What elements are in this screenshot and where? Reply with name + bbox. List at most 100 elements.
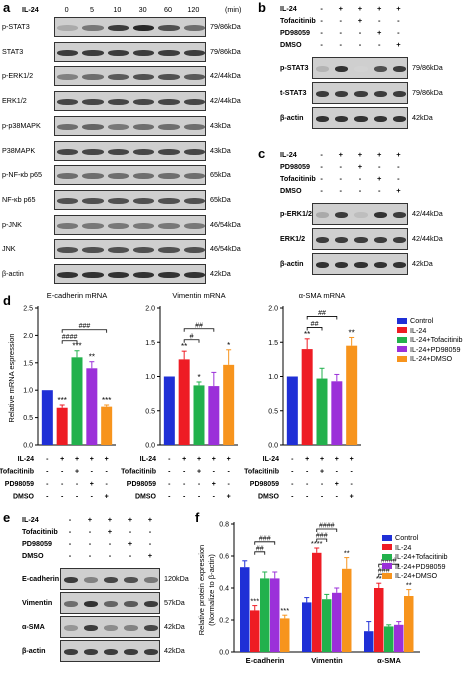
bracket-label: ### xyxy=(378,568,390,575)
panel-a-treatment: IL-24 xyxy=(22,5,39,14)
e-treatment-label: IL-24 xyxy=(22,515,39,524)
bracket-label: # xyxy=(190,333,194,340)
b-sign: - xyxy=(339,40,343,49)
blot-band xyxy=(82,173,104,180)
treatment-sign: + xyxy=(60,456,64,463)
legend-label: IL-24+PD98059 xyxy=(395,561,446,571)
treatment-sign: + xyxy=(197,469,201,476)
blot-label: p-NF-κb p65 xyxy=(2,170,42,180)
e-treatment-label: PD98059 xyxy=(22,539,52,548)
treatment-sign: - xyxy=(336,469,339,476)
e-sign: - xyxy=(88,539,92,548)
c-blot-image xyxy=(312,203,408,225)
legend-entry: IL-24+Tofacitinib xyxy=(397,331,463,349)
e-blot-band xyxy=(104,601,118,607)
e-blot-image xyxy=(60,640,160,662)
y-tick-label: 0.4 xyxy=(219,586,229,593)
blot-band xyxy=(183,197,205,204)
b-mw-label: 42kDa xyxy=(412,113,433,122)
legend-swatch xyxy=(382,534,392,541)
significance-bracket xyxy=(316,528,338,532)
treatment-sign: + xyxy=(212,456,216,463)
molecular-weight-label: 79/86kDa xyxy=(210,22,241,31)
blot-label: p-STAT3 xyxy=(2,22,30,31)
y-tick-label: 0.0 xyxy=(268,443,278,450)
c-sign: - xyxy=(358,186,362,195)
legend-swatch xyxy=(382,572,392,579)
time-point-label: 5 xyxy=(90,5,94,14)
c-sign: - xyxy=(320,186,323,195)
treatment-sign: - xyxy=(291,481,294,488)
panel-label-c: c xyxy=(258,146,266,161)
treatment-sign: - xyxy=(61,469,64,476)
b-sign: - xyxy=(397,28,400,37)
legend-swatch xyxy=(397,327,407,334)
molecular-weight-label: 46/54kDa xyxy=(210,219,241,229)
blot-band xyxy=(57,197,79,204)
blot-band xyxy=(158,272,180,278)
b-blot-band xyxy=(335,91,349,97)
b-blot-band xyxy=(354,91,368,97)
c-sign: - xyxy=(339,174,343,183)
time-point-label: 30 xyxy=(138,5,147,14)
treatment-sign: - xyxy=(198,481,201,488)
b-blot-band xyxy=(373,66,387,72)
e-blot-image xyxy=(60,616,160,638)
blot-image xyxy=(54,66,206,87)
e-sign: + xyxy=(147,551,153,560)
bracket-label: ## xyxy=(256,545,264,552)
legend-swatch xyxy=(382,563,392,570)
bracket-label: ## xyxy=(195,322,203,329)
e-blot-band xyxy=(84,601,98,607)
b-sign: - xyxy=(377,16,381,25)
blot-band xyxy=(82,49,104,56)
treatment-sign: - xyxy=(227,481,230,488)
panel-d-chart: E-cadherin mRNA0.00.51.01.52.02.5*******… xyxy=(0,291,361,501)
b-blot-band xyxy=(373,91,387,97)
treatment-sign: - xyxy=(291,469,294,476)
c-blot-band xyxy=(392,237,406,243)
b-blot-band xyxy=(335,66,349,72)
y-tick-label: 2.0 xyxy=(23,333,33,340)
b-sign: - xyxy=(320,4,323,13)
significance-stars: *** xyxy=(72,342,81,351)
e-sign: - xyxy=(128,527,132,536)
e-sign: - xyxy=(68,539,72,548)
b-blot-image xyxy=(312,107,408,129)
blot-band xyxy=(107,74,129,81)
blot-band xyxy=(57,247,79,254)
b-sign: - xyxy=(358,40,362,49)
c-sign: - xyxy=(377,162,381,171)
e-blot-band xyxy=(84,649,98,655)
treatment-sign: + xyxy=(227,494,231,501)
c-blot-band xyxy=(373,212,387,218)
blot-band xyxy=(82,222,104,229)
significance-stars: **** xyxy=(311,539,323,548)
blot-band xyxy=(183,247,205,254)
e-sign: - xyxy=(148,539,152,548)
c-mw-label: 42/44kDa xyxy=(412,234,443,243)
blot-label: NF-κb p65 xyxy=(2,194,36,204)
blot-band xyxy=(183,173,205,180)
legend-label: IL-24+DMSO xyxy=(395,571,438,581)
b-blot-label: β-actin xyxy=(280,113,304,122)
significance-bracket xyxy=(254,541,276,545)
c-sign: + xyxy=(376,174,382,183)
bracket-label: ### xyxy=(316,533,328,540)
bracket-label: #### xyxy=(381,558,397,565)
treatment-sign: + xyxy=(335,481,339,488)
x-category-label: α-SMA xyxy=(377,656,401,665)
c-sign: + xyxy=(376,150,382,159)
treatment-sign: - xyxy=(76,481,79,488)
b-blot-image xyxy=(312,57,408,79)
treatment-row-label: IL-24 xyxy=(140,456,156,463)
treatment-sign: + xyxy=(75,456,79,463)
b-blot-band xyxy=(373,116,387,122)
blot-band xyxy=(158,99,180,106)
treatment-sign: + xyxy=(105,494,109,501)
blot-image xyxy=(54,140,206,161)
chart-title: E-cadherin mRNA xyxy=(47,291,107,300)
molecular-weight-label: 42/44kDa xyxy=(210,71,241,81)
blot-band xyxy=(107,222,129,229)
y-tick-label: 0.5 xyxy=(268,408,278,415)
